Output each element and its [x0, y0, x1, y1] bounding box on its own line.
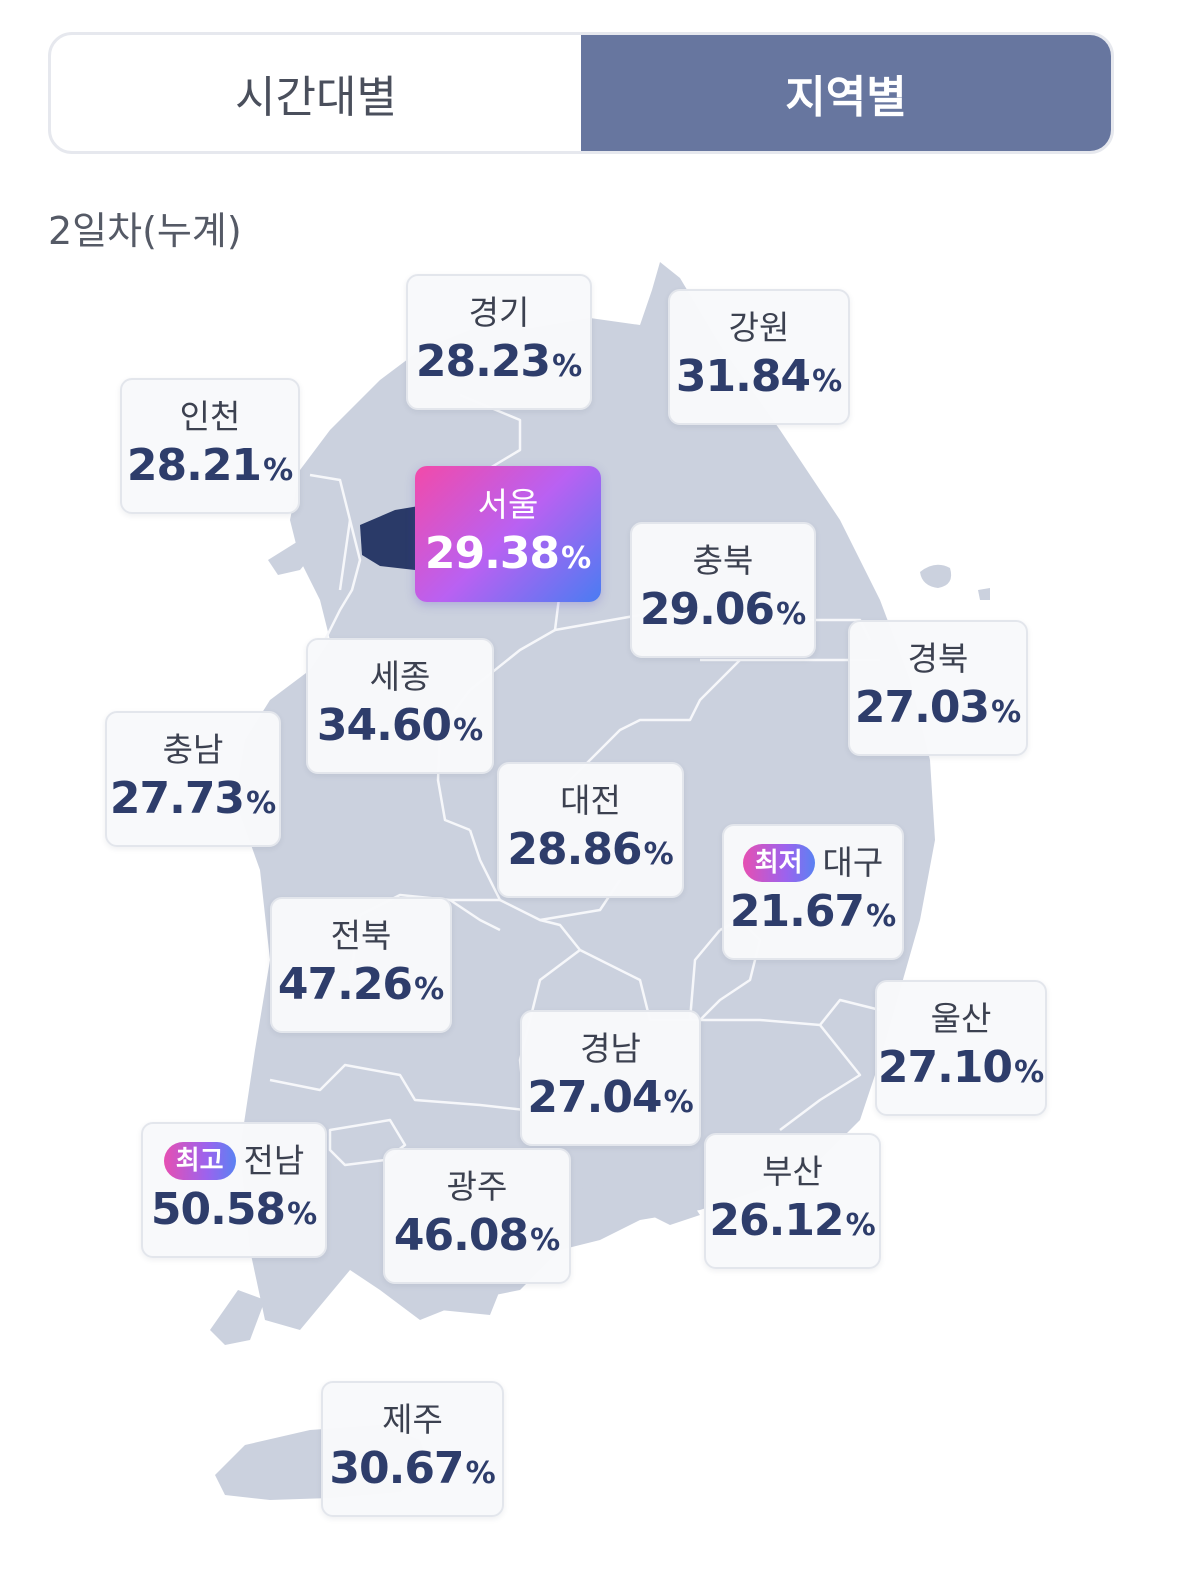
lowest-badge: 최저	[742, 843, 815, 882]
island-dokdo	[978, 588, 990, 600]
region-name: 전남	[243, 1140, 305, 1180]
region-card-gyeongnam[interactable]: 경남 27.04%	[520, 1010, 701, 1146]
region-card-gwangju[interactable]: 광주 46.08%	[383, 1148, 571, 1284]
region-name: 인천	[179, 396, 241, 436]
region-name: 울산	[930, 998, 992, 1038]
region-card-jeonnam[interactable]: 최고 전남 50.58%	[141, 1122, 327, 1258]
turnout-value: 28.21%	[126, 439, 294, 491]
island-south-3	[575, 1185, 620, 1220]
island-ulleung	[920, 564, 952, 588]
view-tabs: 시간대별 지역별	[48, 32, 1114, 154]
region-name: 경북	[907, 638, 969, 678]
region-name: 충북	[692, 540, 754, 580]
turnout-value: 29.06%	[639, 583, 807, 635]
turnout-value: 26.12%	[709, 1194, 876, 1246]
turnout-value: 31.84%	[675, 350, 843, 402]
region-name: 대구	[822, 842, 884, 882]
turnout-value: 29.38%	[424, 527, 592, 579]
region-card-chungbuk[interactable]: 충북 29.06%	[630, 522, 816, 658]
highest-badge: 최고	[163, 1141, 236, 1180]
island-south-2	[425, 1280, 500, 1315]
turnout-value: 27.10%	[877, 1041, 1045, 1093]
turnout-value: 50.58%	[150, 1183, 318, 1235]
region-name: 세종	[369, 656, 431, 696]
turnout-value: 34.60%	[316, 699, 484, 751]
island-incheon	[268, 540, 315, 575]
island-south-4	[640, 1200, 700, 1225]
region-card-sejong[interactable]: 세종 34.60%	[306, 638, 494, 774]
tab-by-time[interactable]: 시간대별	[235, 72, 397, 123]
region-name: 제주	[382, 1399, 443, 1439]
region-card-jeju[interactable]: 제주 30.67%	[321, 1381, 504, 1517]
region-name: 서울	[477, 484, 539, 524]
region-card-gyeonggi[interactable]: 경기 28.23%	[406, 274, 592, 410]
turnout-value: 47.26%	[277, 958, 445, 1010]
region-name: 경기	[468, 292, 530, 332]
region-name: 광주	[446, 1166, 508, 1206]
region-name: 강원	[728, 307, 790, 347]
turnout-value: 30.67%	[329, 1442, 496, 1494]
region-name: 전북	[330, 915, 392, 955]
seoul-shape	[360, 505, 430, 570]
region-name: 대전	[560, 780, 621, 820]
tab-by-region[interactable]: 지역별	[581, 35, 1111, 151]
region-name-row: 최고 전남	[163, 1139, 305, 1183]
page-subtitle: 2일차(누계)	[48, 209, 242, 253]
turnout-value: 28.23%	[415, 335, 583, 387]
region-name: 경남	[580, 1028, 641, 1068]
region-card-daegu[interactable]: 최저 대구 21.67%	[722, 824, 904, 960]
region-card-chungnam[interactable]: 충남 27.73%	[105, 711, 281, 847]
region-name: 충남	[162, 729, 224, 769]
region-name: 부산	[762, 1151, 823, 1191]
region-card-jeonbuk[interactable]: 전북 47.26%	[270, 897, 452, 1033]
turnout-value: 27.04%	[527, 1071, 694, 1123]
turnout-value: 27.73%	[109, 772, 277, 824]
region-name-row: 최저 대구	[742, 841, 884, 885]
region-card-ulsan[interactable]: 울산 27.10%	[875, 980, 1047, 1116]
region-card-busan[interactable]: 부산 26.12%	[704, 1133, 881, 1269]
region-card-incheon[interactable]: 인천 28.21%	[120, 378, 300, 514]
region-card-gangwon[interactable]: 강원 31.84%	[668, 289, 850, 425]
turnout-value: 46.08%	[393, 1209, 561, 1261]
turnout-value: 27.03%	[854, 681, 1022, 733]
island-south-1	[210, 1290, 265, 1345]
turnout-value: 28.86%	[507, 823, 674, 875]
region-card-gyeongbuk[interactable]: 경북 27.03%	[848, 620, 1028, 756]
region-card-daejeon[interactable]: 대전 28.86%	[497, 762, 684, 898]
region-card-seoul[interactable]: 서울 29.38%	[415, 466, 601, 602]
turnout-value: 21.67%	[729, 885, 897, 937]
